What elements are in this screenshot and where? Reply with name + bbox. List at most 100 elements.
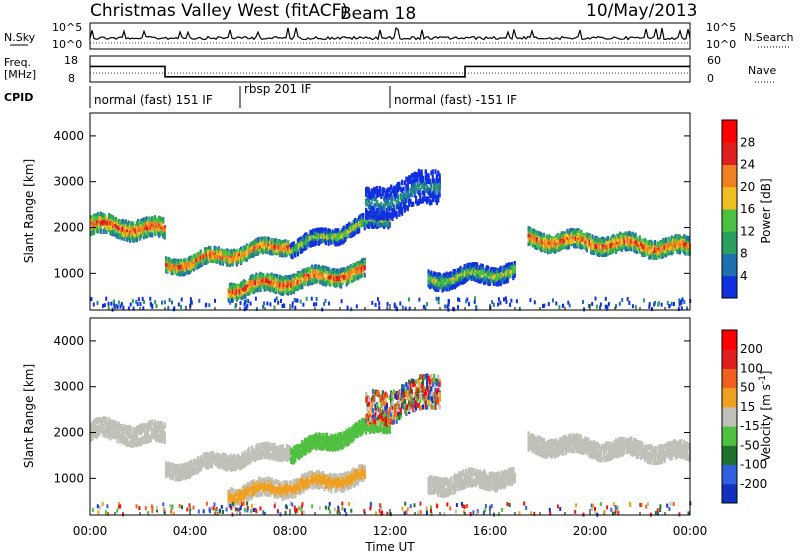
- scatter-cell: [320, 267, 323, 273]
- scatter-cell: [366, 210, 369, 216]
- scatter-cell: [341, 277, 344, 283]
- scatter-cell: [192, 263, 195, 269]
- scatter-cell: [140, 430, 143, 436]
- scatter-cell: [445, 277, 448, 283]
- scatter-cell: [563, 231, 566, 237]
- scatter-cell: [109, 221, 112, 227]
- scatter-cell: [392, 211, 395, 217]
- scatter-cell: [273, 238, 276, 244]
- scatter-cell: [271, 281, 275, 287]
- scatter-cell: [140, 233, 143, 239]
- scatter-cell: [555, 240, 558, 246]
- scatter-cell: [447, 302, 450, 307]
- scatter-cell: [338, 276, 341, 282]
- scatter-cell: [426, 184, 429, 190]
- scatter-cell: [327, 280, 330, 285]
- scatter-cell: [434, 271, 437, 277]
- scatter-cell: [95, 220, 98, 226]
- scatter-cell: [503, 278, 507, 284]
- scatter-cell: [184, 267, 187, 272]
- scatter-cell: [383, 203, 386, 209]
- scatter-cell: [356, 221, 359, 227]
- scatter-cell: [401, 210, 404, 216]
- scatter-cell: [102, 228, 105, 234]
- scatter-cell: [470, 262, 473, 268]
- scatter-cell: [345, 223, 348, 229]
- scatter-cell: [191, 257, 194, 263]
- scatter-cell: [446, 283, 450, 289]
- scatter-cell: [567, 230, 570, 236]
- scatter-cell: [335, 276, 338, 282]
- scatter-cell: [106, 433, 109, 439]
- scatter-cell: [131, 227, 134, 232]
- scatter-cell: [581, 236, 584, 242]
- scatter-cell: [456, 274, 459, 280]
- scatter-cell: [665, 244, 668, 249]
- scatter-cell: [220, 250, 223, 256]
- scatter-cell: [119, 233, 122, 239]
- scatter-cell: [394, 188, 397, 194]
- scatter-cell: [287, 290, 290, 296]
- scatter-cell: [463, 278, 466, 283]
- scatter-cell: [237, 294, 240, 300]
- beam-label: Beam 18: [340, 4, 416, 24]
- scatter-cell: [380, 201, 383, 207]
- scatter-cell: [337, 228, 340, 234]
- scatter-cell: [228, 293, 232, 299]
- scatter-cell: [192, 257, 195, 263]
- scatter-cell: [456, 281, 459, 287]
- scatter-cell: [551, 236, 554, 242]
- scatter-cell: [235, 257, 238, 262]
- scatter-cell: [480, 266, 483, 272]
- scatter-cell: [502, 268, 505, 274]
- cpid-row: CPID normal (fast) 151 IF rbsp 201 IF no…: [4, 82, 517, 108]
- scatter-cell: [158, 226, 161, 232]
- scatter-cell: [296, 298, 299, 303]
- scatter-cell: [415, 198, 418, 204]
- scatter-cell: [499, 278, 502, 284]
- scatter-cell: [387, 187, 390, 193]
- scatter-cell: [292, 241, 295, 247]
- scatter-cell: [574, 236, 577, 242]
- scatter-cell: [255, 287, 258, 293]
- scatter-cell: [355, 262, 358, 268]
- scatter-cell: [113, 229, 116, 235]
- scatter-cell: [323, 237, 326, 243]
- scatter-cell: [613, 246, 616, 252]
- scatter-cell: [270, 238, 273, 244]
- scatter-cell: [380, 222, 383, 228]
- scatter-cell: [102, 430, 105, 435]
- scatter-cell: [144, 232, 147, 238]
- scatter-cell: [501, 274, 504, 280]
- scatter-cell: [98, 426, 101, 432]
- scatter-cell: [190, 265, 193, 270]
- scatter-cell: [262, 240, 265, 246]
- scatter-cell: [409, 175, 412, 181]
- scatter-cell: [420, 173, 423, 179]
- scatter-cell: [221, 259, 225, 265]
- scatter-cell: [358, 273, 361, 279]
- scatter-cell: [162, 229, 165, 235]
- scatter-cell: [467, 275, 470, 281]
- scatter-cell: [617, 236, 620, 242]
- scatter-cell: [388, 202, 391, 208]
- scatter-cell: [395, 204, 398, 210]
- scatter-cell: [169, 265, 172, 271]
- scatter-cell: [320, 233, 323, 239]
- scatter-cell: [410, 179, 413, 185]
- scatter-cell: [341, 233, 344, 239]
- scatter-cell: [259, 273, 262, 278]
- scatter-cell: [162, 227, 165, 232]
- scatter-cell: [324, 239, 327, 245]
- scatter-cell: [235, 261, 238, 267]
- scatter-cell: [237, 256, 240, 262]
- scatter-cell: [258, 241, 261, 247]
- scatter-cell: [390, 205, 393, 211]
- scatter-cell: [296, 283, 300, 289]
- scatter-cell: [345, 266, 348, 272]
- scatter-cell: [453, 273, 457, 279]
- scatter-cell: [231, 296, 234, 302]
- scatter-cell: [299, 284, 302, 290]
- scatter-cell: [139, 302, 142, 306]
- scatter-cell: [465, 267, 468, 273]
